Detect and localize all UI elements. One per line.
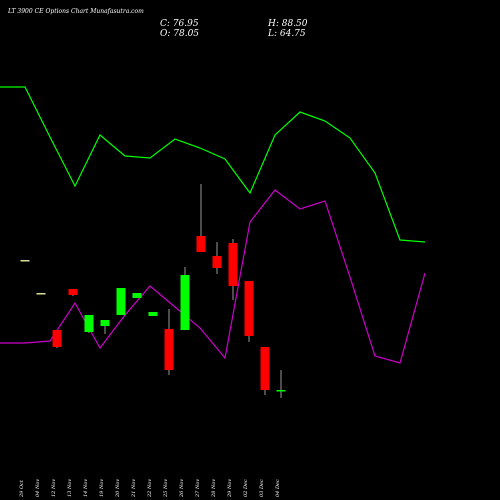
- x-tick-label: 04 Nov: [35, 479, 41, 497]
- candle-body: [196, 236, 206, 252]
- candle: [132, 293, 142, 298]
- x-tick-label: 29 Nov: [227, 479, 233, 498]
- candle: [212, 242, 222, 274]
- candle: [36, 293, 46, 295]
- candle-body: [212, 256, 222, 268]
- x-tick-label: 20 Nov: [115, 479, 121, 498]
- chart-title: LT 3900 CE Options Chart Munafasutra.com: [8, 8, 144, 15]
- close-value: C: 76.95: [160, 19, 199, 29]
- candle: [260, 347, 270, 395]
- candle-body: [228, 243, 238, 286]
- moving-averages: [0, 86, 426, 364]
- x-tick-label: 29 Oct: [19, 479, 25, 498]
- candle: [276, 370, 286, 398]
- candle-body: [180, 275, 190, 330]
- candle: [100, 320, 110, 334]
- candle-body: [100, 320, 110, 326]
- x-tick-label: 13 Nov: [67, 479, 73, 497]
- candle-body: [244, 281, 254, 336]
- candle-body: [132, 293, 142, 298]
- candle-body: [52, 330, 62, 347]
- x-tick-label: 27 Nov: [195, 479, 201, 498]
- candle: [228, 239, 238, 300]
- candle-body: [276, 390, 286, 392]
- candle-body: [260, 347, 270, 390]
- candle-body: [116, 288, 126, 315]
- candle: [164, 309, 174, 375]
- x-tick-label: 22 Nov: [147, 479, 153, 498]
- x-tick-label: 02 Dec: [243, 479, 249, 497]
- x-tick-label: 25 Nov: [163, 479, 169, 498]
- candle: [180, 267, 190, 330]
- x-tick-label: 26 Nov: [179, 479, 185, 498]
- high-value: H: 88.50: [268, 19, 308, 29]
- candle-body: [148, 312, 158, 316]
- candle-body: [84, 315, 94, 332]
- candle-body: [164, 329, 174, 370]
- x-axis-labels: 29 Oct 04 Nov 12 Nov 13 Nov 14 Nov 19 Nov 20 N…: [19, 479, 281, 498]
- x-tick-label: 19 Nov: [99, 479, 105, 497]
- ma-upper-line: [0, 86, 426, 243]
- candle-body: [68, 289, 78, 295]
- candle: [20, 260, 30, 262]
- candle-body: [20, 260, 30, 262]
- x-tick-label: 14 Nov: [83, 479, 89, 497]
- candle: [52, 330, 62, 348]
- x-tick-label: 03 Dec: [259, 479, 265, 497]
- x-tick-label: 04 Dec: [275, 479, 281, 497]
- low-value: L: 64.75: [268, 29, 306, 39]
- candle-body: [36, 293, 46, 295]
- candle: [68, 289, 78, 296]
- x-tick-label: 28 Nov: [211, 479, 217, 498]
- candle: [116, 288, 126, 315]
- candles: [20, 184, 286, 398]
- x-tick-label: 21 Nov: [131, 479, 137, 498]
- candle: [196, 184, 206, 252]
- ma-lower-line: [0, 189, 426, 364]
- candle: [84, 315, 94, 333]
- candle: [244, 281, 254, 342]
- x-tick-label: 12 Nov: [51, 479, 57, 497]
- open-value: O: 78.05: [160, 29, 200, 39]
- candle: [148, 312, 158, 316]
